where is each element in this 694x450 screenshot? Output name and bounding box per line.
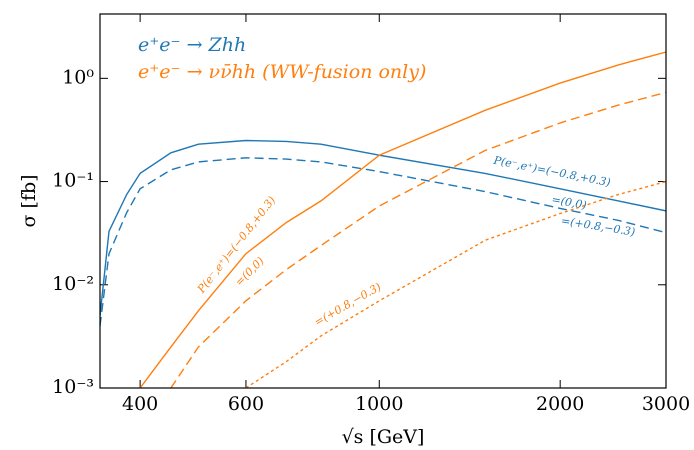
x-tick-label: 3000 [642, 393, 690, 415]
x-axis-label: √s [GeV] [342, 426, 425, 448]
series-line [139, 51, 666, 388]
annotation: =(0,0) [551, 193, 588, 212]
y-tick-label: 10⁻² [52, 273, 94, 295]
y-axis-label: σ [fb] [18, 174, 40, 227]
y-tick-label: 10⁻³ [52, 376, 94, 398]
series-line [100, 139, 666, 316]
y-tick-label: 10⁻¹ [52, 170, 94, 192]
x-tick-label: 1000 [355, 393, 403, 415]
x-tick-label: 2000 [536, 393, 584, 415]
series-line [100, 157, 666, 326]
series-line [170, 91, 666, 388]
annotation: =(+0.8,−0.3) [560, 214, 636, 239]
annotation: =(0,0) [233, 255, 267, 289]
x-tick-label: 400 [122, 393, 158, 415]
legend-entry: e⁺e⁻ → Zhh [138, 34, 246, 56]
legend-entry: e⁺e⁻ → νν̄hh (WW-fusion only) [138, 61, 426, 83]
y-tick-label: 10⁰ [62, 66, 94, 88]
plot-frame [99, 13, 667, 389]
x-tick-label: 600 [228, 393, 264, 415]
annotation: P(e⁻,e⁺)=(−0.8,+0.3) [492, 154, 612, 190]
series-line [245, 180, 666, 388]
